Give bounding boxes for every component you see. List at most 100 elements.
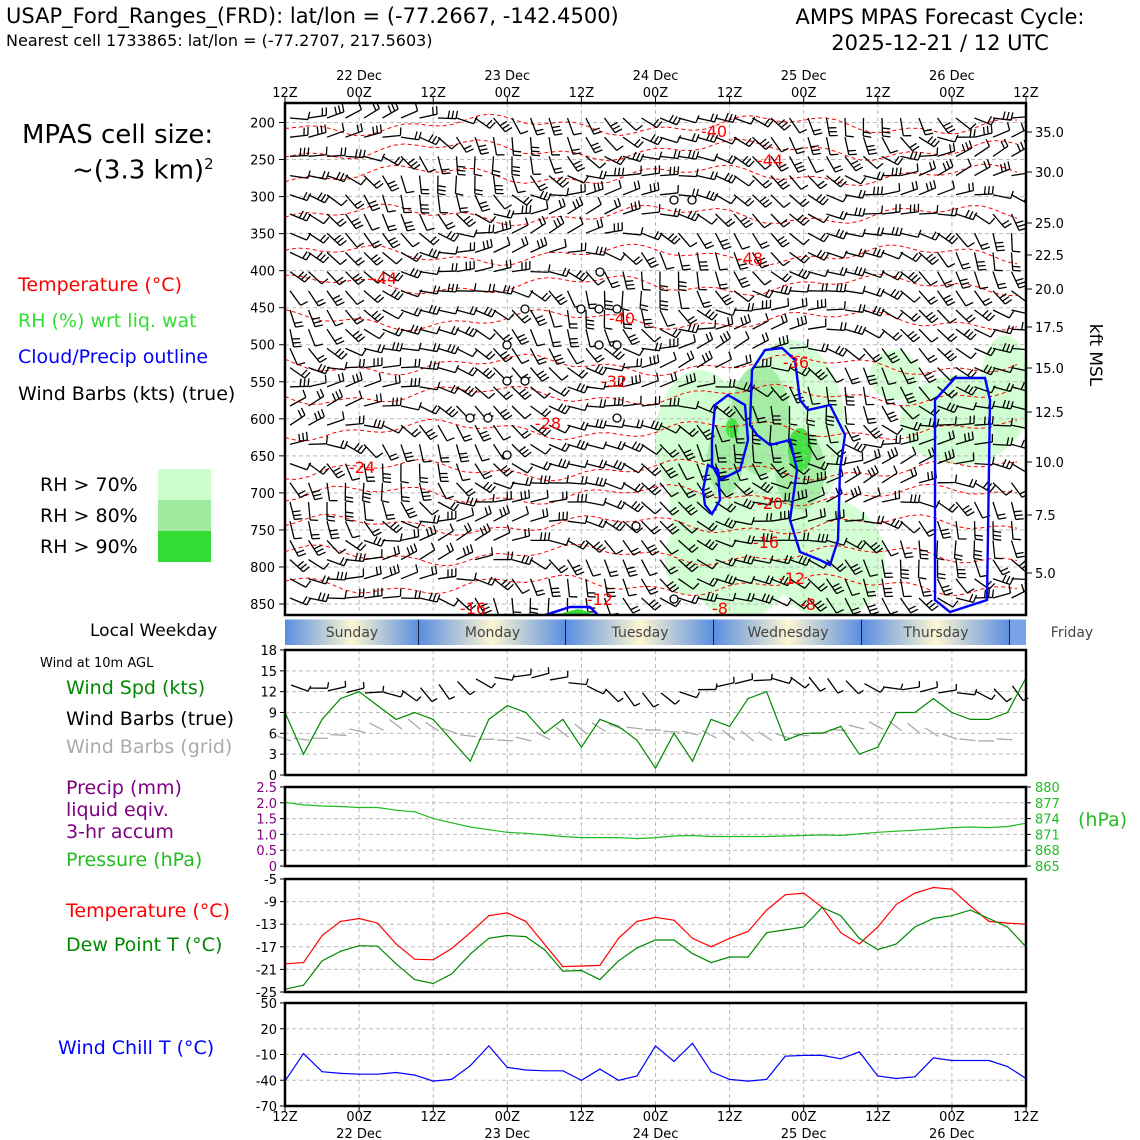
- wind-barb-flag: [925, 132, 934, 136]
- wind-barb-flag: [528, 528, 531, 537]
- wind-barb: [326, 328, 345, 345]
- wind-barb-flag: [794, 161, 803, 166]
- wind-barb: [456, 213, 477, 228]
- wind-chill-line-point: [877, 1075, 879, 1077]
- wind-barb-flag: [643, 318, 652, 321]
- wind-barb-shaft: [603, 328, 612, 347]
- wind-barb-flag: [937, 576, 946, 580]
- wind-barb-flag: [722, 439, 731, 443]
- wind-barb: [881, 435, 902, 446]
- wind-barb-flag: [394, 156, 401, 164]
- wind-barb-shaft: [326, 309, 337, 327]
- wind-barb: [1010, 501, 1024, 521]
- date-label-bottom: 26 Dec: [929, 1127, 975, 1140]
- wind-barb-shaft: [789, 251, 805, 264]
- wind-barb-flag: [445, 406, 453, 413]
- wind-barb-shaft: [604, 520, 621, 532]
- wind-barb-flag: [709, 331, 714, 340]
- wind-barb: [363, 463, 376, 482]
- wind-barb: [807, 425, 817, 445]
- wind-barb-shaft: [400, 482, 403, 501]
- wind-barb: [715, 194, 737, 205]
- wind-barb-shaft: [752, 597, 770, 604]
- wind-barb-flag: [760, 476, 769, 481]
- wind-barb-flag: [466, 545, 470, 554]
- wind-barb-flag: [962, 266, 971, 270]
- wind-barb-flag: [636, 419, 640, 428]
- wind-barb: [456, 283, 477, 292]
- wind-barb: [992, 559, 1011, 576]
- wind-barb-shaft: [825, 405, 828, 425]
- wind-barb-shaft: [844, 213, 863, 217]
- wind-barb-shaft: [456, 309, 475, 316]
- wind-barb-flag: [690, 212, 697, 220]
- wind-barb-shaft: [529, 117, 538, 136]
- wind-barb-flag: [296, 549, 305, 554]
- wind-barb-flag: [536, 240, 541, 249]
- wind-barb-shaft: [344, 309, 358, 325]
- wind-barb-shaft: [289, 271, 306, 283]
- wind-barb-shaft: [770, 175, 784, 190]
- wind-barb: [973, 252, 987, 271]
- wind-barb-flag: [880, 516, 885, 525]
- wind-barb-shaft: [1010, 252, 1014, 271]
- wind-barb-flag: [660, 308, 669, 311]
- surface-wind-barb: [401, 689, 418, 702]
- wind-barb-flag: [1020, 122, 1025, 131]
- wind-barb: [474, 347, 496, 360]
- wind-barb-flag: [948, 450, 952, 459]
- wind-barb-shaft: [715, 194, 732, 205]
- wind-barb-flag: [552, 341, 561, 344]
- wind-barb-shaft: [308, 382, 327, 388]
- wind-barb-shaft: [640, 559, 651, 576]
- wind-barb: [326, 521, 340, 540]
- wind-barb-flag: [356, 124, 360, 133]
- time-tick-label-bottom: 12Z: [420, 1110, 446, 1125]
- wind-barb: [789, 578, 811, 589]
- wind-barb-flag: [505, 221, 508, 230]
- wind-barb-shaft: [714, 482, 727, 498]
- wind-barb-flag: [455, 246, 459, 255]
- wind-barb-flag: [414, 431, 422, 438]
- wind-barb: [511, 528, 531, 542]
- wind-barb-shaft: [974, 328, 991, 338]
- wind-barb-flag: [900, 572, 909, 576]
- wind-barb: [604, 419, 626, 428]
- wind-barb-shaft: [659, 597, 677, 608]
- wind-barb-flag: [480, 152, 489, 155]
- wind-barb-shaft: [511, 117, 522, 135]
- wind-barb-flag: [591, 127, 601, 132]
- wind-barb-shaft: [530, 424, 546, 437]
- wind-barb-shaft: [622, 155, 641, 163]
- wind-barb-flag: [869, 382, 878, 386]
- wind-barb-shaft: [419, 290, 438, 295]
- wind-barb: [696, 132, 719, 143]
- temperature-line-point: [488, 915, 490, 917]
- wind-barb-flag: [764, 288, 771, 297]
- wind-barb-shaft: [826, 270, 845, 277]
- wind-barb-flag: [388, 228, 398, 232]
- pressure-y-tick-label: 877: [1035, 797, 1060, 812]
- wind-barb-shaft: [881, 251, 900, 260]
- wind-barb: [289, 378, 310, 388]
- wind-barb-shaft: [437, 501, 455, 512]
- wind-barb-flag: [835, 345, 841, 354]
- wind-barb-flag: [742, 498, 748, 507]
- wind-barb-flag: [432, 107, 434, 116]
- wind-barb-flag: [539, 532, 543, 541]
- wind-barb: [622, 151, 645, 163]
- wind-barb: [326, 232, 347, 247]
- wind-barb: [622, 165, 642, 177]
- wind-barb-shaft: [567, 175, 585, 184]
- height-tick-label: 17.5: [1035, 321, 1064, 336]
- wind-barb-shaft: [844, 232, 863, 238]
- wind-barb-shaft: [696, 232, 708, 249]
- wind-barb: [326, 539, 347, 555]
- panel-background: [285, 787, 1026, 866]
- wind-barb-flag: [337, 373, 341, 383]
- wind-barb-flag: [358, 390, 363, 399]
- wind-barb-flag: [524, 490, 527, 499]
- wind-barb-shaft: [844, 492, 862, 503]
- wind-barb-flag: [360, 446, 367, 454]
- wind-barb-flag: [479, 602, 488, 608]
